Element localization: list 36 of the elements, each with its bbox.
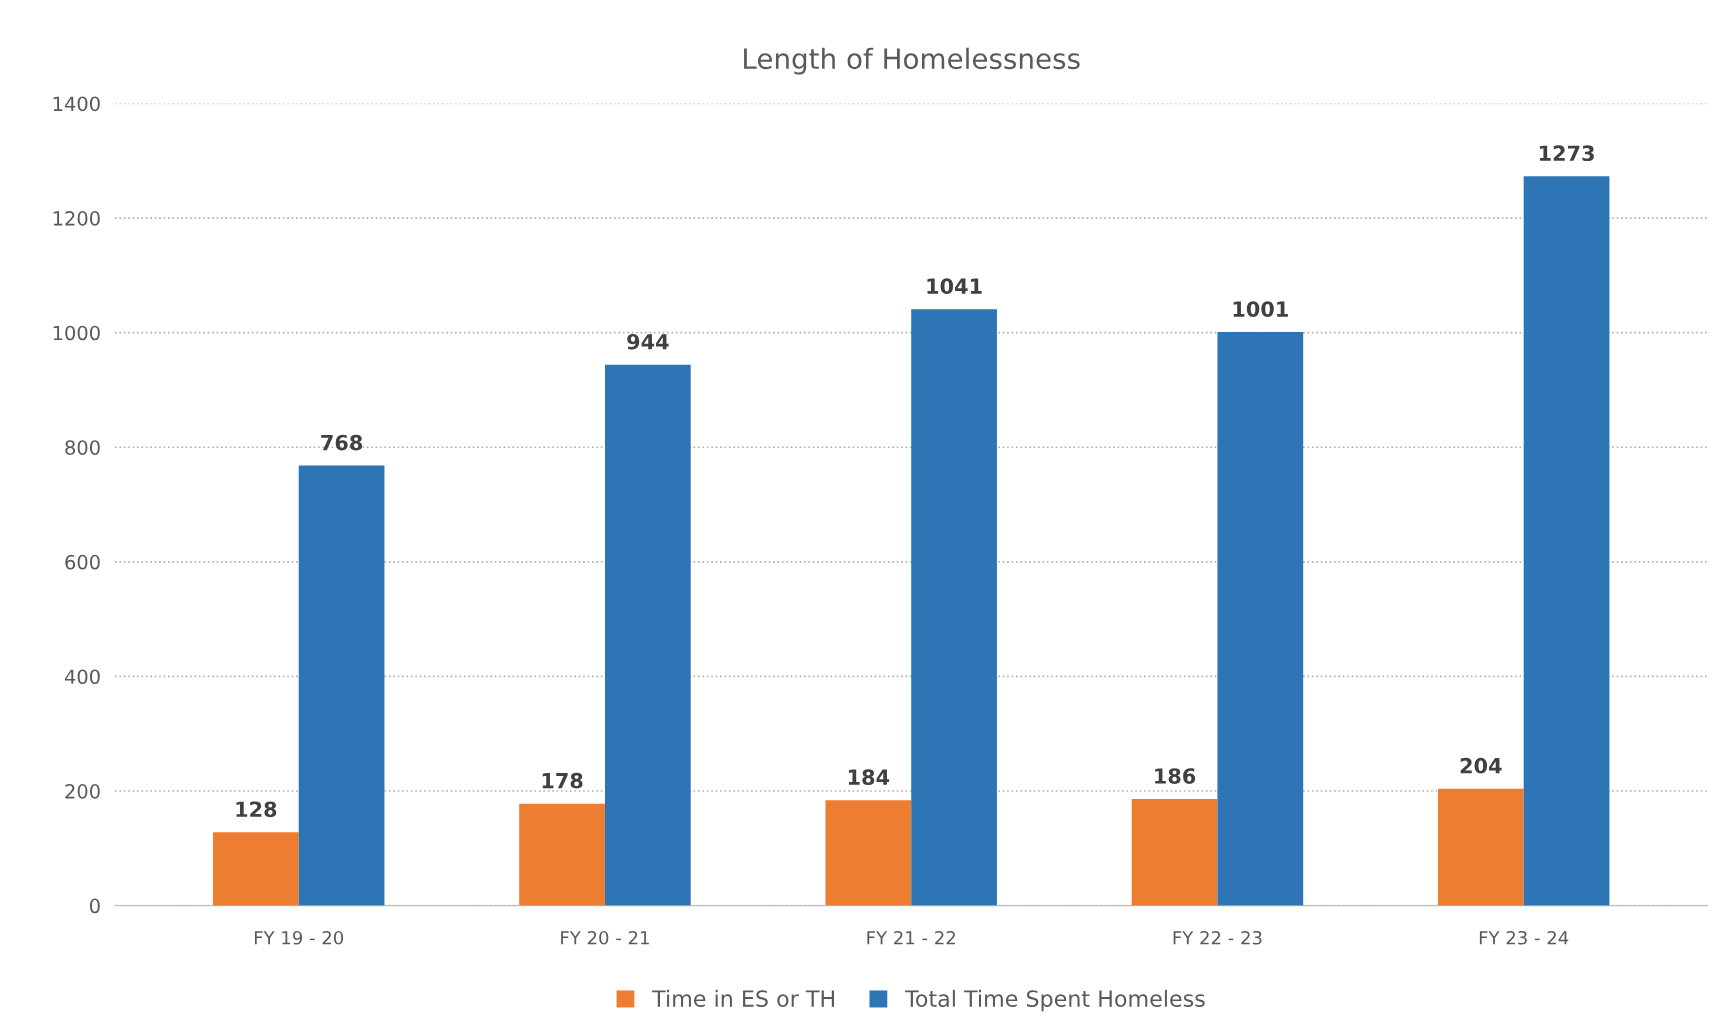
bar — [825, 800, 912, 906]
x-tick-label: FY 23 - 24 — [1479, 930, 1569, 945]
bar — [604, 364, 691, 906]
y-tick-label: 1000 — [53, 325, 100, 341]
bar — [298, 465, 385, 906]
y-tick-label: 600 — [65, 554, 100, 570]
legend-label: Time in ES or TH — [652, 989, 834, 1007]
data-label: 1001 — [1233, 301, 1288, 317]
x-tick-label: FY 22 - 23 — [1173, 930, 1262, 945]
y-tick-label: 200 — [65, 783, 100, 799]
data-label: 186 — [1155, 768, 1196, 784]
data-label: 768 — [321, 434, 363, 451]
data-label: 944 — [627, 333, 669, 350]
chart-title: Length of Homelessness — [744, 47, 1080, 75]
data-label: 204 — [1460, 757, 1502, 774]
bar — [1131, 799, 1218, 906]
data-label: 184 — [848, 769, 890, 786]
bar — [519, 803, 605, 906]
data-label: 178 — [542, 772, 583, 789]
bar — [1217, 332, 1304, 906]
data-label: 128 — [236, 801, 277, 818]
y-tick-label: 800 — [65, 440, 100, 455]
x-tick-label: FY 20 - 21 — [561, 930, 649, 945]
x-tick-label: FY 21 - 22 — [867, 930, 955, 945]
y-tick-label: 400 — [64, 669, 100, 685]
bar — [1437, 788, 1524, 906]
y-tick-label: 1400 — [53, 96, 100, 112]
y-tick-label: 0 — [89, 898, 100, 914]
data-label: 1273 — [1539, 145, 1594, 162]
bar — [1523, 176, 1610, 906]
x-tick-label: FY 19 - 20 — [254, 930, 344, 945]
data-label: 1041 — [927, 278, 982, 295]
bar — [212, 832, 299, 906]
y-tick-label: 1200 — [53, 211, 100, 226]
bar — [911, 309, 997, 906]
legend-label: Total Time Spent Homeless — [904, 989, 1205, 1012]
